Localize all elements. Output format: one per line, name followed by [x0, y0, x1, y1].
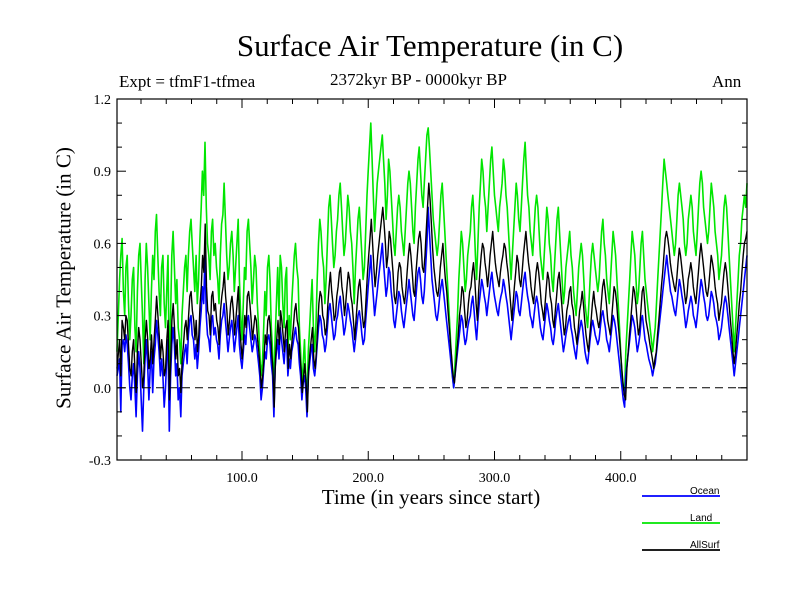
y-tick-label: 1.2 — [94, 93, 112, 108]
legend-label-land: Land — [690, 513, 712, 524]
legend-label-ocean: Ocean — [690, 486, 719, 497]
x-tick-label: 100.0 — [226, 471, 258, 486]
x-tick-label: 300.0 — [479, 471, 511, 486]
legend-label-allsurf: AllSurf — [690, 540, 720, 551]
y-tick-label: -0.3 — [89, 454, 111, 469]
chart-subtitle: 2372kyr BP - 0000kyr BP — [330, 70, 507, 89]
series-line-ocean — [116, 206, 748, 432]
plot-frame — [116, 98, 748, 461]
y-tick-label: 0.0 — [94, 382, 112, 397]
y-tick-label: 0.3 — [94, 310, 112, 325]
series-line-allsurf — [116, 182, 748, 413]
y-tick-label: 0.9 — [94, 165, 112, 180]
series-line-land — [116, 122, 748, 401]
legend: Ocean Land AllSurf — [642, 486, 720, 551]
chart-title: Surface Air Temperature (in C) — [236, 28, 624, 63]
experiment-label: Expt = tfmF1-tfmea — [119, 72, 256, 91]
series-group — [116, 122, 748, 432]
y-tick-label: 0.6 — [94, 237, 112, 252]
x-tick-label: 200.0 — [352, 471, 384, 486]
season-label: Ann — [712, 72, 742, 91]
axis-ticks: 100.0 200.0 300.0 400.0 -0.3 0.0 0.3 0.6 0.9 1.2 — [89, 93, 747, 486]
x-tick-label: 400.0 — [605, 471, 637, 486]
x-axis-label: Time (in years since start) — [321, 485, 541, 509]
